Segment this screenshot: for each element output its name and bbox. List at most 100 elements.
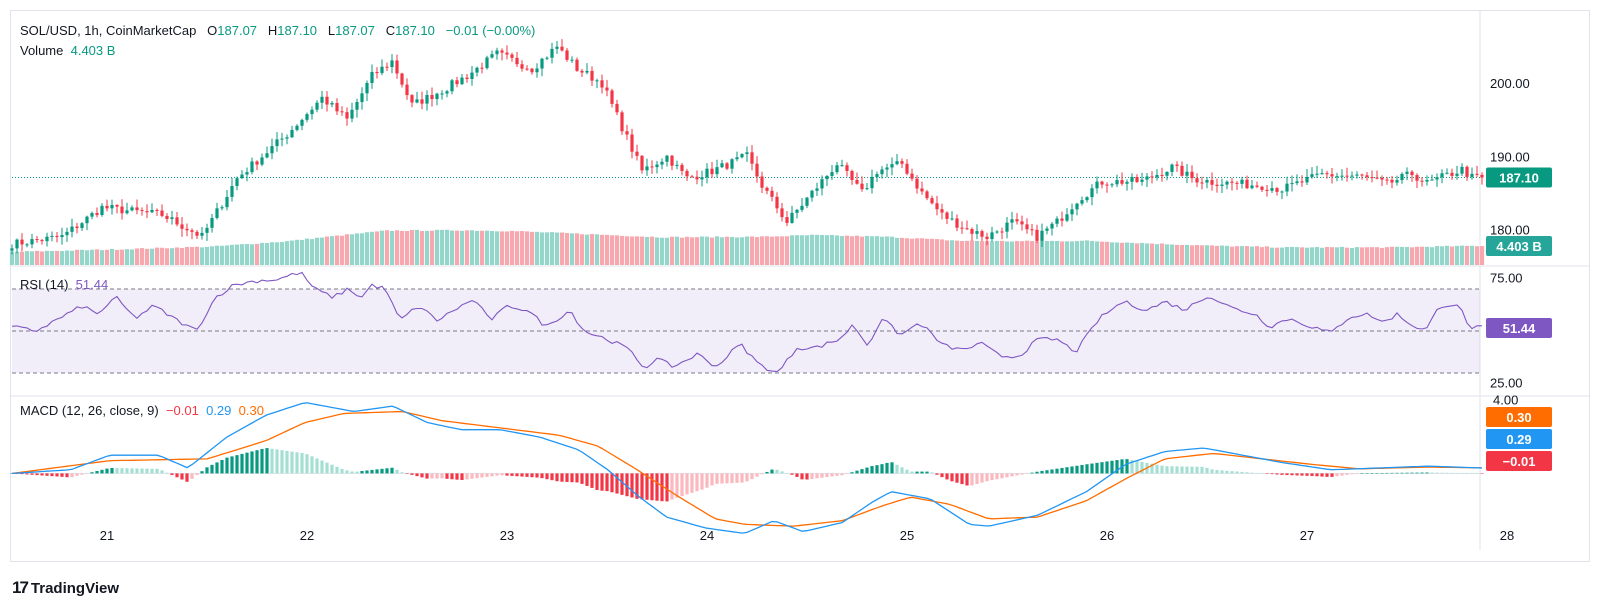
macd-hist-bar	[1070, 466, 1074, 474]
volume-bar	[1184, 244, 1190, 265]
volume-bar	[104, 249, 110, 265]
volume-bar	[1404, 246, 1410, 265]
candle	[1045, 228, 1049, 231]
candle	[1470, 173, 1474, 177]
macd-hist-bar	[215, 462, 219, 474]
candle	[545, 57, 549, 59]
rsi-tick-label: 75.00	[1490, 271, 1523, 286]
volume-bar	[689, 237, 695, 265]
volume-bar	[99, 250, 105, 265]
volume-bar	[134, 248, 140, 265]
candle	[480, 67, 484, 69]
macd-hist-bar	[290, 451, 294, 474]
macd-hist-bar	[915, 471, 919, 474]
candle	[440, 93, 444, 95]
candle	[355, 102, 359, 110]
price-legend: SOL/USD, 1h, CoinMarketCap O187.07 H187.…	[20, 23, 535, 39]
macd-hist-bar	[660, 473, 664, 502]
volume-bar	[1264, 246, 1270, 265]
volume-bar	[1304, 247, 1310, 265]
macd-hist-bar	[1160, 465, 1164, 474]
volume-bar	[959, 240, 965, 265]
volume-bar	[369, 231, 375, 265]
candle	[95, 213, 99, 216]
macd-hist-bar	[1390, 472, 1394, 474]
candle	[1095, 181, 1099, 189]
price-badge-text: 187.10	[1499, 170, 1539, 185]
macd-hist-bar	[1225, 470, 1229, 474]
candle	[240, 174, 244, 179]
macd-hist-bar	[1230, 471, 1234, 474]
macd-hist-bar	[260, 448, 264, 474]
macd-label[interactable]: MACD (12, 26, close, 9)	[20, 403, 159, 418]
volume-bar	[1269, 247, 1275, 265]
candle	[1155, 174, 1159, 178]
volume-bar	[1164, 244, 1170, 265]
x-tick-label: 24	[700, 528, 714, 543]
candle	[1015, 219, 1019, 222]
macd-hist-bar	[1235, 471, 1239, 474]
macd-hist-bar	[1190, 466, 1194, 474]
candle	[1010, 219, 1014, 223]
volume-bar	[1129, 242, 1135, 265]
macd-hist-bar	[345, 470, 349, 474]
candle	[755, 163, 759, 177]
macd-hist-bar	[945, 473, 949, 480]
rsi-label[interactable]: RSI (14)	[20, 277, 69, 292]
candle	[855, 179, 859, 184]
macd-hist-bar	[1130, 460, 1134, 474]
macd-hist-bar	[45, 473, 49, 476]
macd-hist-bar	[320, 460, 324, 474]
volume-bar	[534, 231, 540, 265]
macd-hist-bar	[565, 473, 569, 482]
candle	[1325, 173, 1329, 175]
volume-bar	[779, 236, 785, 265]
candle	[65, 231, 69, 236]
macd-hist-bar	[1080, 464, 1084, 474]
volume-bar	[1239, 246, 1245, 265]
macd-hist-bar	[195, 473, 199, 476]
macd-hist-bar	[910, 471, 914, 474]
volume-bar	[784, 236, 790, 265]
volume-bar	[649, 236, 655, 265]
candle	[225, 196, 229, 208]
macd-hist-bar	[145, 468, 149, 474]
candle	[750, 152, 754, 164]
volume-bar	[449, 230, 455, 265]
candle	[1270, 188, 1274, 191]
tradingview-logo[interactable]: 17 TradingView	[12, 578, 119, 598]
candle	[570, 59, 574, 61]
macd-hist-bar	[625, 473, 629, 497]
macd-hist-bar	[270, 448, 274, 474]
volume-bar	[884, 236, 890, 265]
volume-legend: Volume 4.403 B	[20, 43, 115, 59]
signal-badge	[1486, 407, 1552, 427]
macd-hist-bar	[710, 473, 714, 486]
price-tick-label: 190.00	[1490, 149, 1530, 164]
volume-bar	[439, 229, 445, 265]
volume-bar	[74, 249, 80, 265]
macd-hist-bar	[25, 473, 29, 475]
volume-bar	[1029, 241, 1035, 265]
macd-hist-bar	[705, 473, 709, 488]
macd-hist-bar	[1125, 459, 1129, 474]
volume-bar	[829, 234, 835, 265]
volume-bar	[1444, 245, 1450, 265]
macd-hist-bar	[600, 473, 604, 491]
macd-hist-bar	[1110, 460, 1114, 474]
volume-bar	[1399, 246, 1405, 265]
volume-bar	[1409, 247, 1415, 265]
candle	[860, 183, 864, 190]
x-tick-label: 27	[1300, 528, 1314, 543]
volume-bar	[554, 232, 560, 265]
macd-hist-bar	[650, 473, 654, 501]
volume-bar	[329, 236, 335, 265]
volume-bar	[934, 239, 940, 265]
candle	[1050, 223, 1054, 229]
macd-hist-bar	[845, 473, 849, 474]
symbol-label[interactable]: SOL/USD, 1h, CoinMarketCap	[20, 23, 197, 38]
macd-hist-bar	[640, 473, 644, 500]
candle	[930, 198, 934, 204]
candle	[1375, 177, 1379, 179]
